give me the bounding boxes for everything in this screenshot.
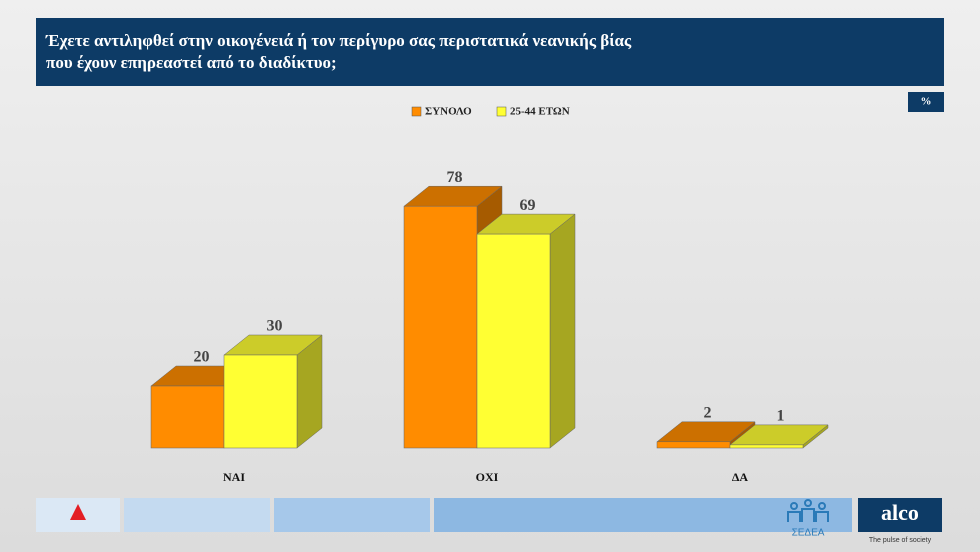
value-label: 1 xyxy=(777,408,785,425)
channel-logo xyxy=(70,504,86,520)
brand-name: alco xyxy=(881,500,919,525)
chart-title: που έχουν επηρεαστεί από το διαδίκτυο; xyxy=(46,53,337,72)
unit-label: % xyxy=(921,96,932,108)
value-label: 69 xyxy=(520,197,536,214)
bar xyxy=(150,385,225,449)
chart-title: Έχετε αντιληφθεί στην οικογένειά ή τον π… xyxy=(45,31,632,50)
legend-swatch xyxy=(411,106,422,117)
bar xyxy=(476,233,551,449)
legend-swatch xyxy=(496,106,507,117)
value-label: 20 xyxy=(194,349,210,366)
value-label: 2 xyxy=(704,404,712,421)
bar-side xyxy=(549,213,576,449)
bar xyxy=(729,444,804,449)
footer-block xyxy=(124,498,270,532)
x-tick-label: ΔΑ xyxy=(732,470,749,484)
x-tick-label: ΝΑΙ xyxy=(223,470,245,484)
partner-name: ΣΕΔΕΑ xyxy=(792,528,825,539)
legend-label: 25-44 ΕΤΩΝ xyxy=(510,106,570,118)
legend-label: ΣΥΝΟΛΟ xyxy=(425,106,472,118)
bar xyxy=(403,205,478,449)
footer-block xyxy=(434,498,852,532)
footer-block xyxy=(274,498,430,532)
header-box xyxy=(36,18,944,86)
brand-box xyxy=(858,498,942,532)
unit-box xyxy=(908,92,944,112)
value-label: 78 xyxy=(447,169,463,186)
x-tick-label: ΟΧΙ xyxy=(476,470,499,484)
bar xyxy=(656,441,731,449)
bar xyxy=(223,354,298,449)
brand-tagline: The pulse of society xyxy=(869,537,932,544)
partner-logo xyxy=(787,499,829,522)
value-label: 30 xyxy=(267,318,283,335)
